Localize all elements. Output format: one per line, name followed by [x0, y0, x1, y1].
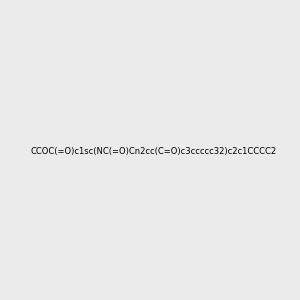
Text: CCOC(=O)c1sc(NC(=O)Cn2cc(C=O)c3ccccc32)c2c1CCCC2: CCOC(=O)c1sc(NC(=O)Cn2cc(C=O)c3ccccc32)c…: [31, 147, 277, 156]
